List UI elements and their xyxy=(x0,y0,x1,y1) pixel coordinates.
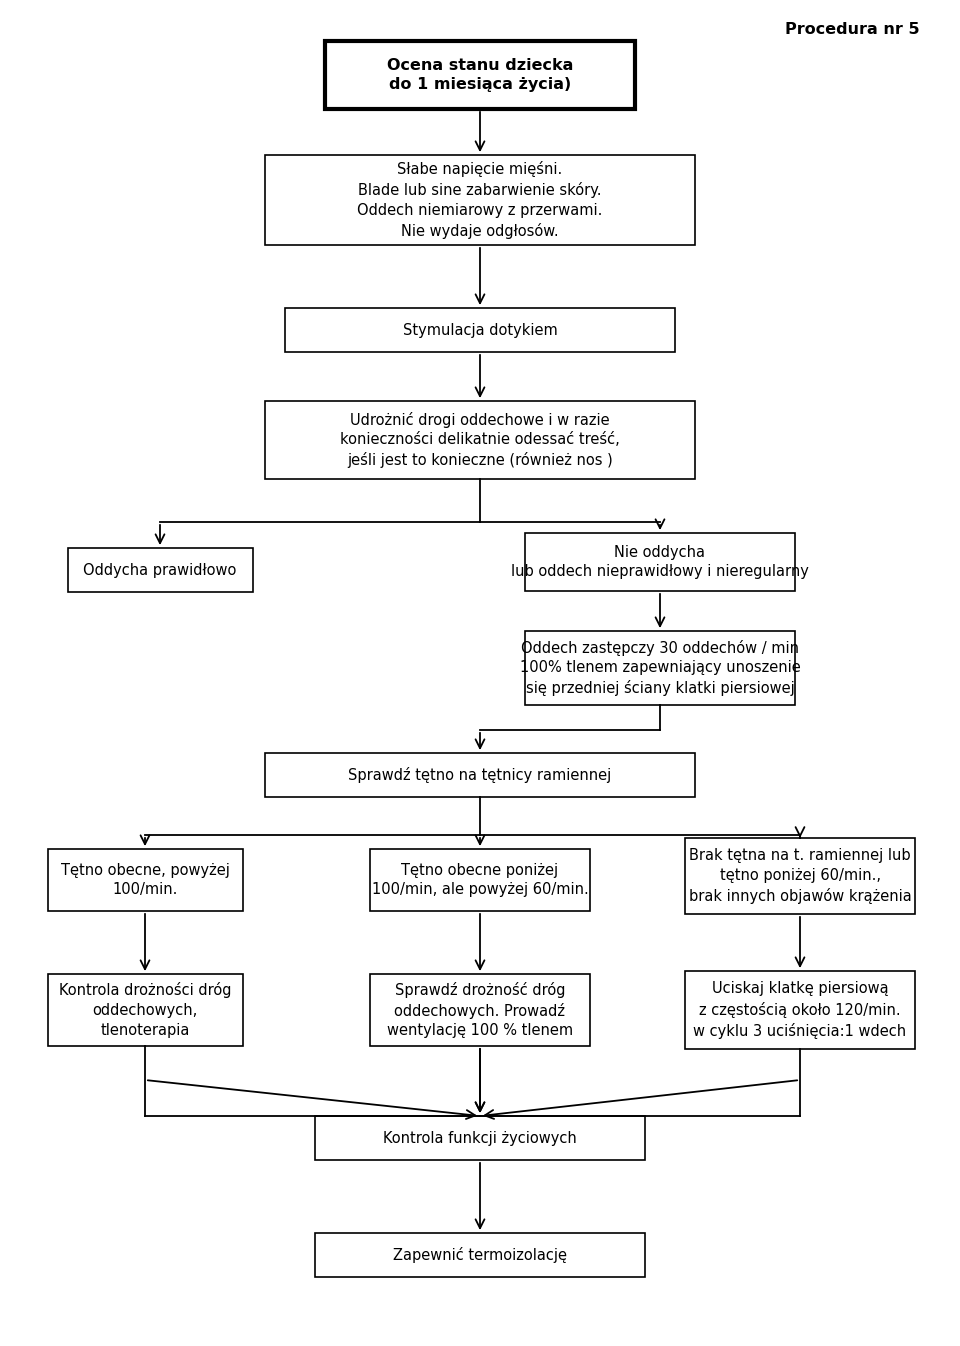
Text: Oddycha prawidłowo: Oddycha prawidłowo xyxy=(84,563,237,577)
Text: Zapewnić termoizolację: Zapewnić termoizolację xyxy=(393,1246,567,1263)
FancyBboxPatch shape xyxy=(47,849,243,911)
Text: Słabe napięcie mięśni.
Blade lub sine zabarwienie skóry.
Oddech niemiarowy z prz: Słabe napięcie mięśni. Blade lub sine za… xyxy=(357,162,603,240)
FancyBboxPatch shape xyxy=(285,308,675,353)
Text: Kontrola drożności dróg
oddechowych,
tlenoterapia: Kontrola drożności dróg oddechowych, tle… xyxy=(59,983,231,1038)
Text: Uciskaj klatkę piersiową
z częstością około 120/min.
w cyklu 3 uciśnięcia:1 wdec: Uciskaj klatkę piersiową z częstością ok… xyxy=(693,981,906,1039)
FancyBboxPatch shape xyxy=(67,548,252,592)
FancyBboxPatch shape xyxy=(265,752,695,797)
FancyBboxPatch shape xyxy=(685,970,915,1049)
Text: Tętno obecne poniżej
100/min, ale powyżej 60/min.: Tętno obecne poniżej 100/min, ale powyże… xyxy=(372,863,588,898)
Text: Sprawdź drożność dróg
oddechowych. Prowadź
wentylację 100 % tlenem: Sprawdź drożność dróg oddechowych. Prowa… xyxy=(387,981,573,1039)
Text: Oddech zastępczy 30 oddechów / min
100% tlenem zapewniający unoszenie
się przedn: Oddech zastępczy 30 oddechów / min 100% … xyxy=(519,639,801,696)
FancyBboxPatch shape xyxy=(370,975,590,1046)
Text: Procedura nr 5: Procedura nr 5 xyxy=(785,22,920,36)
FancyBboxPatch shape xyxy=(265,155,695,245)
FancyBboxPatch shape xyxy=(315,1233,645,1277)
Text: Tętno obecne, powyżej
100/min.: Tętno obecne, powyżej 100/min. xyxy=(60,863,229,898)
FancyBboxPatch shape xyxy=(525,533,795,591)
Text: Nie oddycha
lub oddech nieprawidłowy i nieregularny: Nie oddycha lub oddech nieprawidłowy i n… xyxy=(511,545,809,579)
Text: Sprawdź tętno na tętnicy ramiennej: Sprawdź tętno na tętnicy ramiennej xyxy=(348,767,612,783)
FancyBboxPatch shape xyxy=(47,975,243,1046)
Text: Brak tętna na t. ramiennej lub
tętno poniżej 60/min.,
brak innych objawów krążen: Brak tętna na t. ramiennej lub tętno pon… xyxy=(688,848,911,905)
Text: Udrożnić drogi oddechowe i w razie
konieczności delikatnie odessać treść,
jeśli : Udrożnić drogi oddechowe i w razie konie… xyxy=(340,412,620,468)
FancyBboxPatch shape xyxy=(315,1116,645,1160)
FancyBboxPatch shape xyxy=(525,631,795,705)
Text: Stymulacja dotykiem: Stymulacja dotykiem xyxy=(402,323,558,338)
Text: Ocena stanu dziecka
do 1 miesiąca życia): Ocena stanu dziecka do 1 miesiąca życia) xyxy=(387,58,573,93)
FancyBboxPatch shape xyxy=(685,839,915,914)
FancyBboxPatch shape xyxy=(265,401,695,479)
Text: Kontrola funkcji życiowych: Kontrola funkcji życiowych xyxy=(383,1131,577,1145)
FancyBboxPatch shape xyxy=(370,849,590,911)
FancyBboxPatch shape xyxy=(325,40,635,109)
